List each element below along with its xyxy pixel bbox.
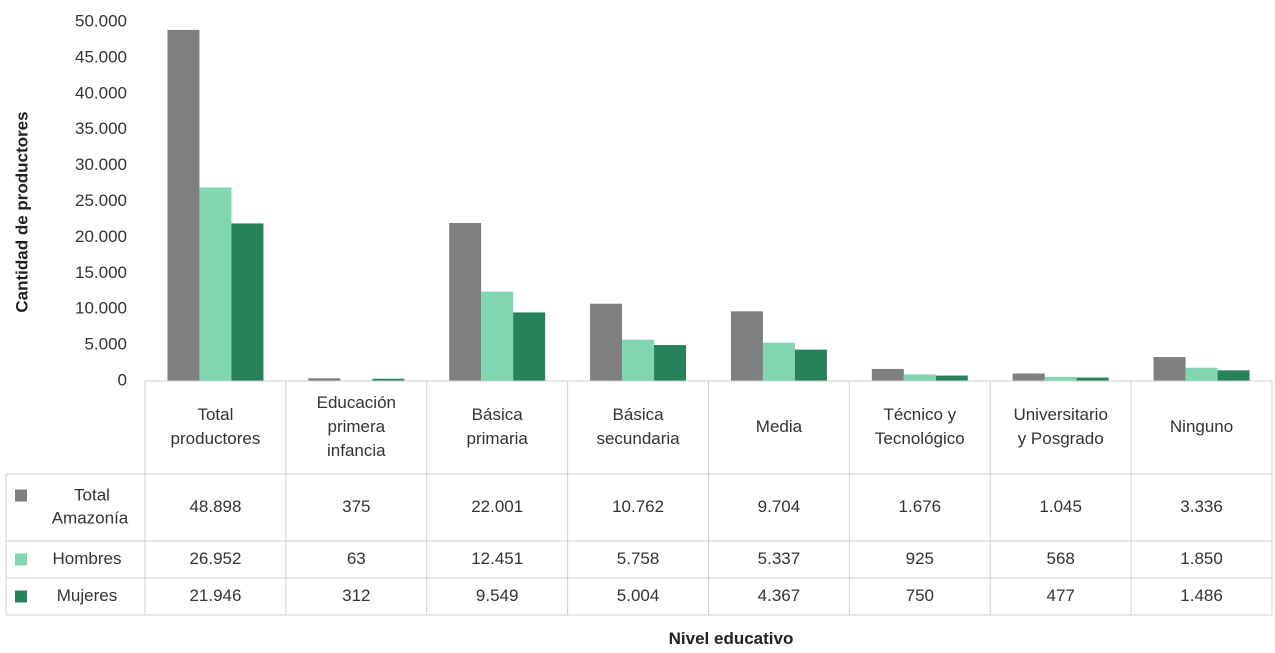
data-label: 568	[1047, 549, 1075, 568]
data-label: 5.004	[617, 586, 660, 605]
bar	[654, 345, 687, 381]
bar	[1076, 377, 1109, 381]
y-tick-label: 10.000	[75, 299, 127, 318]
y-tick-label: 40.000	[75, 83, 127, 102]
legend-swatch	[15, 590, 27, 603]
bar	[449, 223, 482, 381]
data-label: 9.704	[758, 497, 801, 516]
legend-label: Hombres	[53, 549, 122, 568]
bar	[372, 378, 405, 381]
data-label: 1.850	[1180, 549, 1223, 568]
bar	[1217, 370, 1250, 381]
y-tick-label: 35.000	[75, 119, 127, 138]
x-tick-label: Básica secundaria	[596, 405, 680, 448]
legend-swatch	[15, 553, 27, 566]
bar	[199, 187, 232, 381]
x-tick-label: Media	[756, 417, 803, 436]
data-label: 5.758	[617, 549, 660, 568]
bar	[481, 291, 514, 381]
y-axis: 0 5.000 10.000 15.000 20.000 25.000 30.000 35.0…	[75, 11, 127, 389]
plot-area	[167, 29, 1250, 382]
y-tick-label: 15.000	[75, 263, 127, 282]
x-tick-label: Educación primera infancia	[317, 393, 396, 460]
x-tick-label: Universitario y Posgrado	[1013, 405, 1107, 448]
data-label: 26.952	[189, 549, 241, 568]
bar	[622, 339, 655, 381]
data-label: 10.762	[612, 497, 664, 516]
data-label: 5.337	[758, 549, 801, 568]
y-tick-label: 20.000	[75, 227, 127, 246]
bar	[1153, 357, 1186, 381]
legend-label: Total Amazonía	[52, 485, 129, 527]
data-label: 9.549	[476, 586, 519, 605]
data-label: 1.676	[899, 497, 942, 516]
y-tick-label: 0	[118, 370, 127, 389]
x-tick-label: Ninguno	[1170, 417, 1233, 436]
y-tick-label: 5.000	[84, 335, 127, 354]
x-tick-label: Total productores	[171, 405, 261, 448]
data-label: 375	[342, 497, 370, 516]
x-axis-title: Nivel educativo	[669, 629, 794, 648]
bar	[231, 223, 264, 381]
bar	[1044, 376, 1077, 381]
bar	[935, 375, 968, 381]
data-label: 12.451	[471, 549, 523, 568]
bar	[794, 349, 827, 381]
bar	[513, 312, 546, 381]
data-label: 63	[347, 549, 366, 568]
legend-label: Mujeres	[57, 586, 117, 605]
data-label: 4.367	[758, 586, 801, 605]
data-label: 21.946	[189, 586, 241, 605]
data-label: 22.001	[471, 497, 523, 516]
bar	[1185, 367, 1218, 381]
bar	[590, 303, 623, 381]
bar	[308, 378, 341, 381]
x-tick-label: Básica primaria	[466, 405, 528, 448]
x-tick-label: Técnico y Tecnológico	[875, 405, 965, 448]
y-tick-label: 45.000	[75, 47, 127, 66]
y-tick-label: 50.000	[75, 11, 127, 30]
bar	[730, 311, 763, 381]
bar	[1012, 373, 1045, 381]
y-tick-label: 30.000	[75, 155, 127, 174]
data-label: 3.336	[1180, 497, 1223, 516]
legend-swatch	[15, 489, 27, 502]
data-label: 1.045	[1039, 497, 1082, 516]
data-label: 48.898	[189, 497, 241, 516]
data-label: 750	[906, 586, 934, 605]
bar	[871, 368, 904, 381]
bar	[903, 374, 936, 381]
y-axis-title: Cantidad de productores	[12, 111, 31, 312]
data-label: 312	[342, 586, 370, 605]
data-label: 477	[1047, 586, 1075, 605]
data-table: Total productores Educación primera infancia…	[5, 380, 1273, 616]
data-label: 925	[906, 549, 934, 568]
bar	[167, 29, 200, 382]
data-label: 1.486	[1180, 586, 1223, 605]
bar	[762, 342, 795, 381]
y-tick-label: 25.000	[75, 191, 127, 210]
